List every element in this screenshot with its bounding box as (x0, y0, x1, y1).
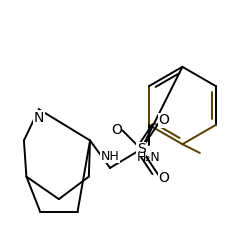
Text: O: O (111, 123, 122, 137)
Text: N: N (34, 111, 44, 125)
Text: O: O (158, 171, 169, 185)
Text: H₂N: H₂N (137, 151, 161, 164)
Text: O: O (158, 114, 169, 127)
Text: NH: NH (101, 150, 119, 163)
Text: S: S (137, 142, 145, 156)
